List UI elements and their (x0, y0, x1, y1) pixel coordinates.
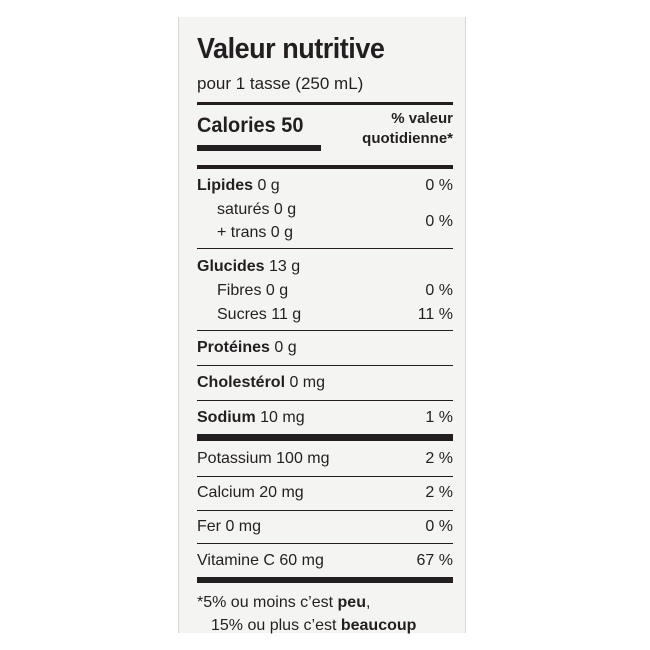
divider (197, 102, 453, 105)
nutrient-name: Protéines (197, 339, 270, 356)
divider (197, 248, 453, 249)
footnote-text: , (365, 594, 371, 611)
divider (197, 577, 453, 583)
footnote-emphasis: beaucoup (340, 617, 417, 634)
nutrient-dv: 2 % (425, 450, 453, 467)
nutrient-name: Calcium 20 mg (197, 484, 304, 501)
calories-underline (197, 145, 321, 151)
nutrient-dv: 0 % (425, 518, 453, 535)
footnote: *5% ou moins c’est peu, 15% ou plus c’es… (197, 591, 416, 637)
nutrient-amount: 10 mg (255, 409, 305, 426)
dv-header-line1: % valeur (391, 110, 453, 127)
nutrient-dv: 1 % (425, 409, 453, 426)
divider (197, 330, 453, 331)
nutrient-name: Fibres 0 g (217, 282, 289, 299)
divider (197, 434, 453, 441)
nutrient-dv: 0 % (425, 282, 453, 299)
divider (197, 543, 453, 544)
divider (197, 365, 453, 366)
footnote-text: *5% ou moins c’est (197, 594, 338, 611)
divider (197, 476, 453, 477)
nutrition-facts-label: Valeur nutritive pour 1 tasse (250 mL) C… (178, 17, 466, 634)
nutrient-amount: 0 g (269, 339, 297, 356)
nutrient-dv: 0 % (425, 177, 453, 194)
divider (197, 400, 453, 401)
nutrient-amount: 0 g (253, 177, 280, 194)
nutrient-name: saturés 0 g (217, 201, 297, 218)
dv-header-line2: quotidienne* (362, 130, 453, 147)
nutrient-dv: 11 % (417, 306, 453, 323)
divider (197, 165, 453, 169)
footnote-text: 15% ou plus c’est (211, 617, 341, 634)
serving-size: pour 1 tasse (250 mL) (197, 74, 364, 93)
nutrient-name: Sucres 11 g (217, 306, 302, 323)
nutrient-dv: 2 % (425, 484, 453, 501)
nutrient-name: Sodium (197, 409, 256, 426)
nutrient-name: Glucides (197, 258, 265, 275)
divider (197, 510, 453, 511)
daily-value-header: % valeur quotidienne* (362, 109, 453, 149)
footnote-line2: 15% ou plus c’est beaucoup (197, 614, 416, 637)
nutrient-name: Lipides (197, 177, 254, 194)
nutrient-amount: 13 g (264, 258, 301, 275)
nutrient-name: Cholestérol (197, 374, 286, 391)
nutrient-name: Fer 0 mg (197, 518, 262, 535)
nutrient-name: Vitamine C 60 mg (197, 552, 324, 569)
nutrient-amount: 0 mg (285, 374, 326, 391)
calories: Calories 50 (197, 114, 304, 137)
footnote-emphasis: peu (337, 594, 366, 611)
nutrient-dv: 0 % (425, 213, 453, 230)
nutrient-name: Potassium 100 mg (197, 450, 330, 467)
nutrient-dv: 67 % (416, 552, 453, 569)
label-title: Valeur nutritive (197, 33, 385, 65)
footnote-line1: *5% ou moins c’est peu, (197, 591, 416, 614)
nutrient-name: + trans 0 g (217, 224, 294, 241)
